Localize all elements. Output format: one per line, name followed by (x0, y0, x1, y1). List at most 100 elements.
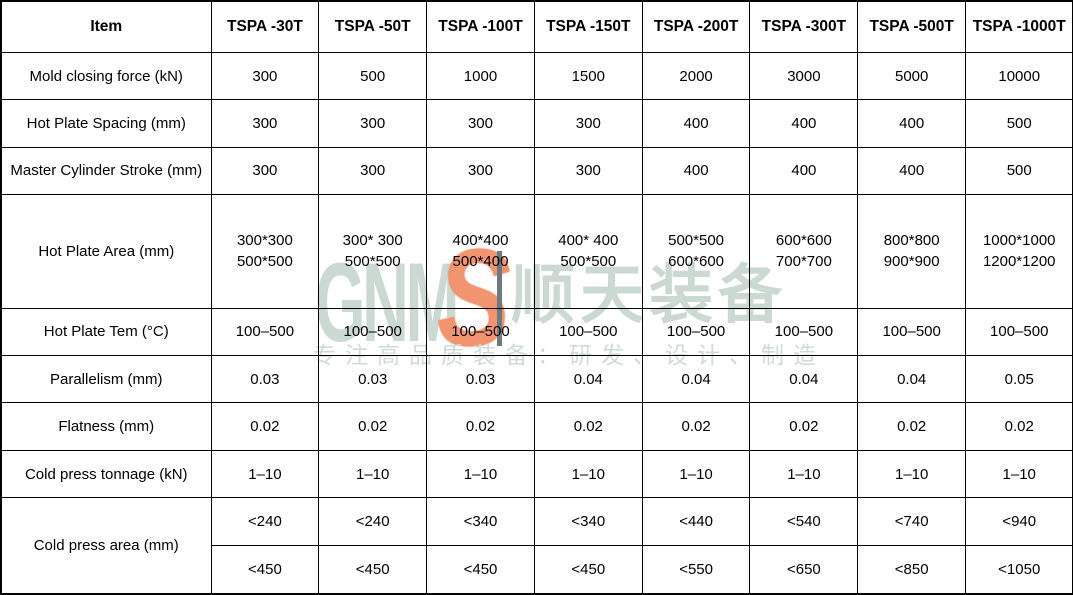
row-label: Hot Plate Spacing (mm) (0, 99, 212, 148)
table-cell: 0.04 (749, 354, 859, 404)
table-cell: 5000 (857, 51, 967, 101)
table-cell: 100–500 (318, 307, 428, 356)
col-header-model: TSPA -30T (210, 0, 320, 53)
table-cell: 0.02 (641, 402, 751, 451)
table-cell: <240 (318, 497, 428, 546)
cell-line: 800*800 (883, 232, 940, 250)
table-row-hot-plate-temp: Hot Plate Tem (°C) 100–500 100–500 100–5… (0, 307, 1073, 356)
row-label: Flatness (mm) (0, 402, 212, 451)
table-row-cold-press-area-1: Cold press area (mm) <240 <240 <340 <340… (0, 497, 1073, 595)
table-cell: 300 (210, 99, 320, 148)
table-cell: 2000 (641, 51, 751, 101)
table-cell: 300 (210, 51, 320, 101)
cell-line: 500*400 (452, 253, 509, 271)
table-cell: 100–500 (533, 307, 643, 356)
table-cell: 0.04 (857, 354, 967, 404)
table-cell: 400 (857, 99, 967, 148)
table-cell: <650 (749, 544, 859, 595)
table-cell: 500 (318, 51, 428, 101)
table-cell: 300 (426, 146, 535, 196)
table-cell: <450 (426, 544, 535, 595)
table-cell: 1–10 (210, 449, 320, 499)
table-cell: <550 (641, 544, 751, 595)
table-cell: <450 (533, 544, 643, 595)
row-label: Master Cylinder Stroke (mm) (0, 146, 212, 196)
table-cell: 100–500 (749, 307, 859, 356)
table-cell: 400 (857, 146, 967, 196)
cell-line: 900*900 (883, 253, 940, 271)
table-row-master-cylinder-stroke: Master Cylinder Stroke (mm) 300 300 300 … (0, 146, 1073, 196)
table-cell: 400 (641, 146, 751, 196)
cell-line: 400*400 (452, 232, 509, 250)
cell-line: 600*600 (775, 232, 832, 250)
table-cell: 300* 300 500*500 (318, 194, 428, 309)
cell-line: 500*500 (236, 253, 293, 271)
col-header-model: TSPA -500T (857, 0, 967, 53)
table-cell: 1–10 (857, 449, 967, 499)
table-cell: 1–10 (965, 449, 1073, 499)
table-cell: 0.02 (533, 402, 643, 451)
col-header-item: Item (0, 0, 212, 53)
cell-line: 600*600 (668, 253, 725, 271)
table-cell: <450 (210, 544, 320, 595)
table-cell: 1–10 (749, 449, 859, 499)
table-cell: 100–500 (965, 307, 1073, 356)
table-cell: 300 (210, 146, 320, 196)
table-cell: 500 (965, 146, 1073, 196)
col-header-model: TSPA -1000T (965, 0, 1073, 53)
table-row-cold-press-area-2: <450 <450 <450 <450 <550 <650 <850 <1050 (1, 544, 1073, 595)
table-cell: 300 (318, 146, 428, 196)
header-row: Item TSPA -30T TSPA -50T TSPA -100T TSPA… (0, 0, 1073, 53)
table-row-hot-plate-area: Hot Plate Area (mm) 300*300 500*500 300*… (0, 194, 1073, 309)
row-label: Parallelism (mm) (0, 354, 212, 404)
cell-line: 1000*1000 (982, 232, 1056, 250)
cell-line: 400* 400 (558, 232, 619, 250)
table-cell: 100–500 (641, 307, 751, 356)
table-row-mold-closing-force: Mold closing force (kN) 300 500 1000 150… (0, 51, 1073, 101)
table-cell: 0.05 (965, 354, 1073, 404)
cell-line: 500*500 (560, 253, 617, 271)
table-cell: 100–500 (210, 307, 320, 356)
table-cell: 300 (426, 99, 535, 148)
table-row-flatness: Flatness (mm) 0.02 0.02 0.02 0.02 0.02 0… (0, 402, 1073, 451)
table-cell: <440 (641, 497, 751, 546)
col-header-model: TSPA -200T (641, 0, 751, 53)
table-cell: 0.02 (857, 402, 967, 451)
table-cell: 400* 400 500*500 (533, 194, 643, 309)
table-row-parallelism: Parallelism (mm) 0.03 0.03 0.03 0.04 0.0… (0, 354, 1073, 404)
table-row-hot-plate-spacing: Hot Plate Spacing (mm) 300 300 300 300 4… (0, 99, 1073, 148)
table-cell: 500 (965, 99, 1073, 148)
table-cell: <240 (210, 497, 320, 546)
table-cell: 0.02 (426, 402, 535, 451)
table-cell: <740 (857, 497, 967, 546)
table-cell: <340 (533, 497, 643, 546)
table-cell: 1000*1000 1200*1200 (965, 194, 1073, 309)
row-label: Hot Plate Tem (°C) (0, 307, 212, 356)
table-cell: <850 (857, 544, 967, 595)
table-cell: 500*500 600*600 (641, 194, 751, 309)
table-cell: 400 (749, 146, 859, 196)
table-cell: 1000 (426, 51, 535, 101)
table-cell: 300*300 500*500 (210, 194, 320, 309)
cell-line: 300* 300 (342, 232, 403, 250)
table-cell: 1–10 (318, 449, 428, 499)
table-cell: 0.03 (426, 354, 535, 404)
table-cell: 100–500 (857, 307, 967, 356)
table-cell: 100–500 (426, 307, 535, 356)
cell-line: 1200*1200 (982, 253, 1056, 271)
table-cell: 400 (641, 99, 751, 148)
cell-line: 500*500 (344, 253, 401, 271)
table-cell: <1050 (965, 544, 1073, 595)
table-cell: 0.02 (318, 402, 428, 451)
table-cell: 0.04 (641, 354, 751, 404)
table-cell: 800*800 900*900 (857, 194, 967, 309)
table-cell: <940 (965, 497, 1073, 546)
cell-line: 700*700 (775, 253, 832, 271)
row-label: Mold closing force (kN) (0, 51, 212, 101)
table-cell: <540 (749, 497, 859, 546)
table-row-cold-press-tonnage: Cold press tonnage (kN) 1–10 1–10 1–10 1… (0, 449, 1073, 499)
table-cell: 1500 (533, 51, 643, 101)
table-cell: 400*400 500*400 (426, 194, 535, 309)
